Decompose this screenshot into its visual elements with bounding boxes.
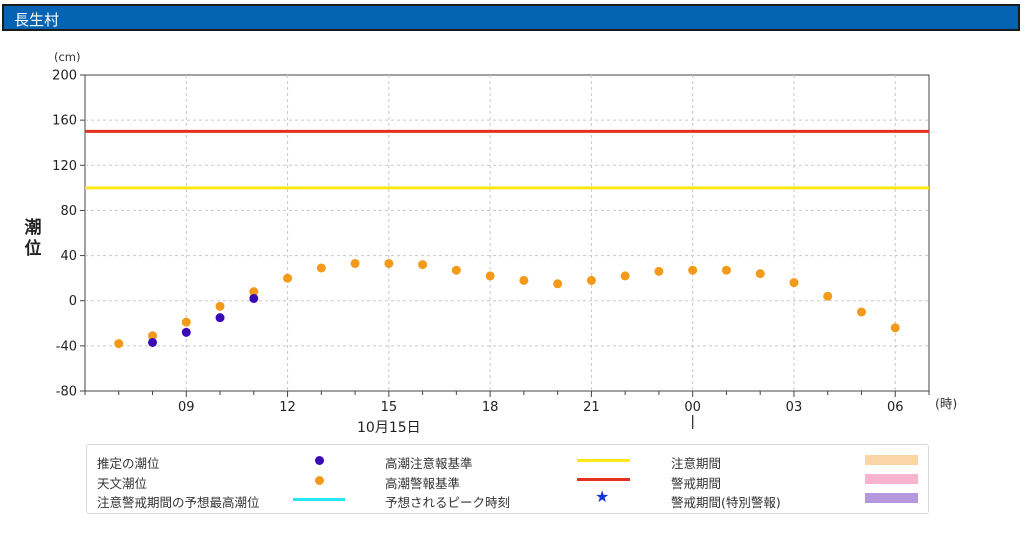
astronomical-tide-point <box>654 266 664 276</box>
astronomical-tide-point <box>215 301 225 311</box>
peak-star-icon: ★ <box>595 487 610 506</box>
astronomical-tide-point <box>755 269 765 279</box>
astronomical-tide-point <box>350 258 360 268</box>
x-unit-label: (時) <box>935 396 957 411</box>
astronomical-tide-point <box>688 265 698 275</box>
legend: 推定の潮位 天文潮位 注意警戒期間の予想最高潮位 高潮注意報基準 高潮警報基準 … <box>86 444 929 514</box>
legend-caution-period-swatch <box>865 455 918 465</box>
y-tick-label: 200 <box>52 69 77 84</box>
y-tick-label: -40 <box>56 339 77 354</box>
x-tick-label: 06 <box>887 400 904 415</box>
astronomical-tide-point <box>148 331 158 341</box>
legend-astronomical-marker <box>315 476 324 485</box>
x-tick-label: 12 <box>279 400 296 415</box>
legend-warning-line-label: 高潮警報基準 <box>385 476 461 491</box>
legend-caution-line-label: 高潮注意報基準 <box>385 456 473 471</box>
y-tick-label: 160 <box>52 114 77 129</box>
astronomical-tide-point <box>283 273 293 283</box>
plot-area <box>84 74 930 392</box>
x-tick-label: 03 <box>786 400 803 415</box>
x-tick-label: 00 <box>684 400 701 415</box>
estimated-tide-point <box>249 293 259 303</box>
astronomical-tide-point <box>721 265 731 275</box>
x-tick-label: 21 <box>583 400 600 415</box>
astronomical-tide-point <box>114 339 124 349</box>
astronomical-tide-point <box>890 323 900 333</box>
astronomical-tide-point <box>451 265 461 275</box>
legend-forecast-max-line <box>293 498 345 501</box>
astronomical-tide-point <box>789 278 799 288</box>
station-header: 長生村 <box>2 4 1020 31</box>
astronomical-tide-point <box>316 263 326 273</box>
date-label: 10月15日 <box>357 420 421 436</box>
x-tick-label: 15 <box>381 400 398 415</box>
legend-estimated-label: 推定の潮位 <box>97 456 160 471</box>
legend-warning-period-swatch <box>865 474 918 484</box>
x-tick-label: 18 <box>482 400 499 415</box>
legend-special-period-swatch <box>865 493 918 503</box>
legend-special-period-label: 警戒期間(特別警報) <box>671 495 781 510</box>
estimated-tide-point <box>181 327 191 337</box>
y-tick-label: 120 <box>52 159 77 174</box>
y-tick-label: 80 <box>60 204 77 219</box>
legend-warning-line <box>577 478 630 481</box>
astronomical-tide-point <box>519 275 529 285</box>
y-tick-label: 40 <box>60 249 77 264</box>
astronomical-tide-point <box>249 287 259 297</box>
legend-warning-period-label: 警戒期間 <box>671 476 722 491</box>
astronomical-tide-point <box>856 307 866 317</box>
legend-caution-period-label: 注意期間 <box>671 456 722 471</box>
astronomical-tide-point <box>181 317 191 327</box>
y-tick-label: 0 <box>69 294 77 309</box>
estimated-tide-point <box>215 313 225 323</box>
y-tick-label: -80 <box>56 385 77 400</box>
astronomical-tide-point <box>620 271 630 281</box>
legend-caution-line <box>577 459 630 462</box>
y-axis-title: 潮位 <box>24 218 42 259</box>
astronomical-tide-point <box>553 279 563 289</box>
station-name: 長生村 <box>14 11 60 29</box>
tide-chart: -80 -40 0 40 80 120 160 200 09 12 15 18 21 00 03 06 10月1… <box>52 50 957 436</box>
legend-forecast-max-label: 注意警戒期間の予想最高潮位 <box>97 495 260 510</box>
astronomical-tide-point <box>485 271 495 281</box>
x-tick-label: 09 <box>178 400 195 415</box>
legend-peak-label: 予想されるピーク時刻 <box>385 495 511 510</box>
estimated-tide-point <box>148 337 158 347</box>
astronomical-tide-point <box>418 260 428 270</box>
y-unit-label: (cm) <box>54 50 81 64</box>
legend-astronomical-label: 天文潮位 <box>97 476 148 491</box>
astronomical-tide-point <box>586 275 596 285</box>
astronomical-tide-point <box>823 291 833 301</box>
astronomical-tide-point <box>384 258 394 268</box>
legend-estimated-marker <box>315 456 324 465</box>
